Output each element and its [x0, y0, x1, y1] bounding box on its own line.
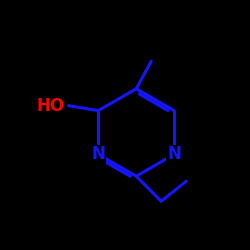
Text: N: N [92, 146, 105, 164]
Text: HO: HO [36, 96, 64, 114]
Text: N: N [167, 146, 181, 164]
